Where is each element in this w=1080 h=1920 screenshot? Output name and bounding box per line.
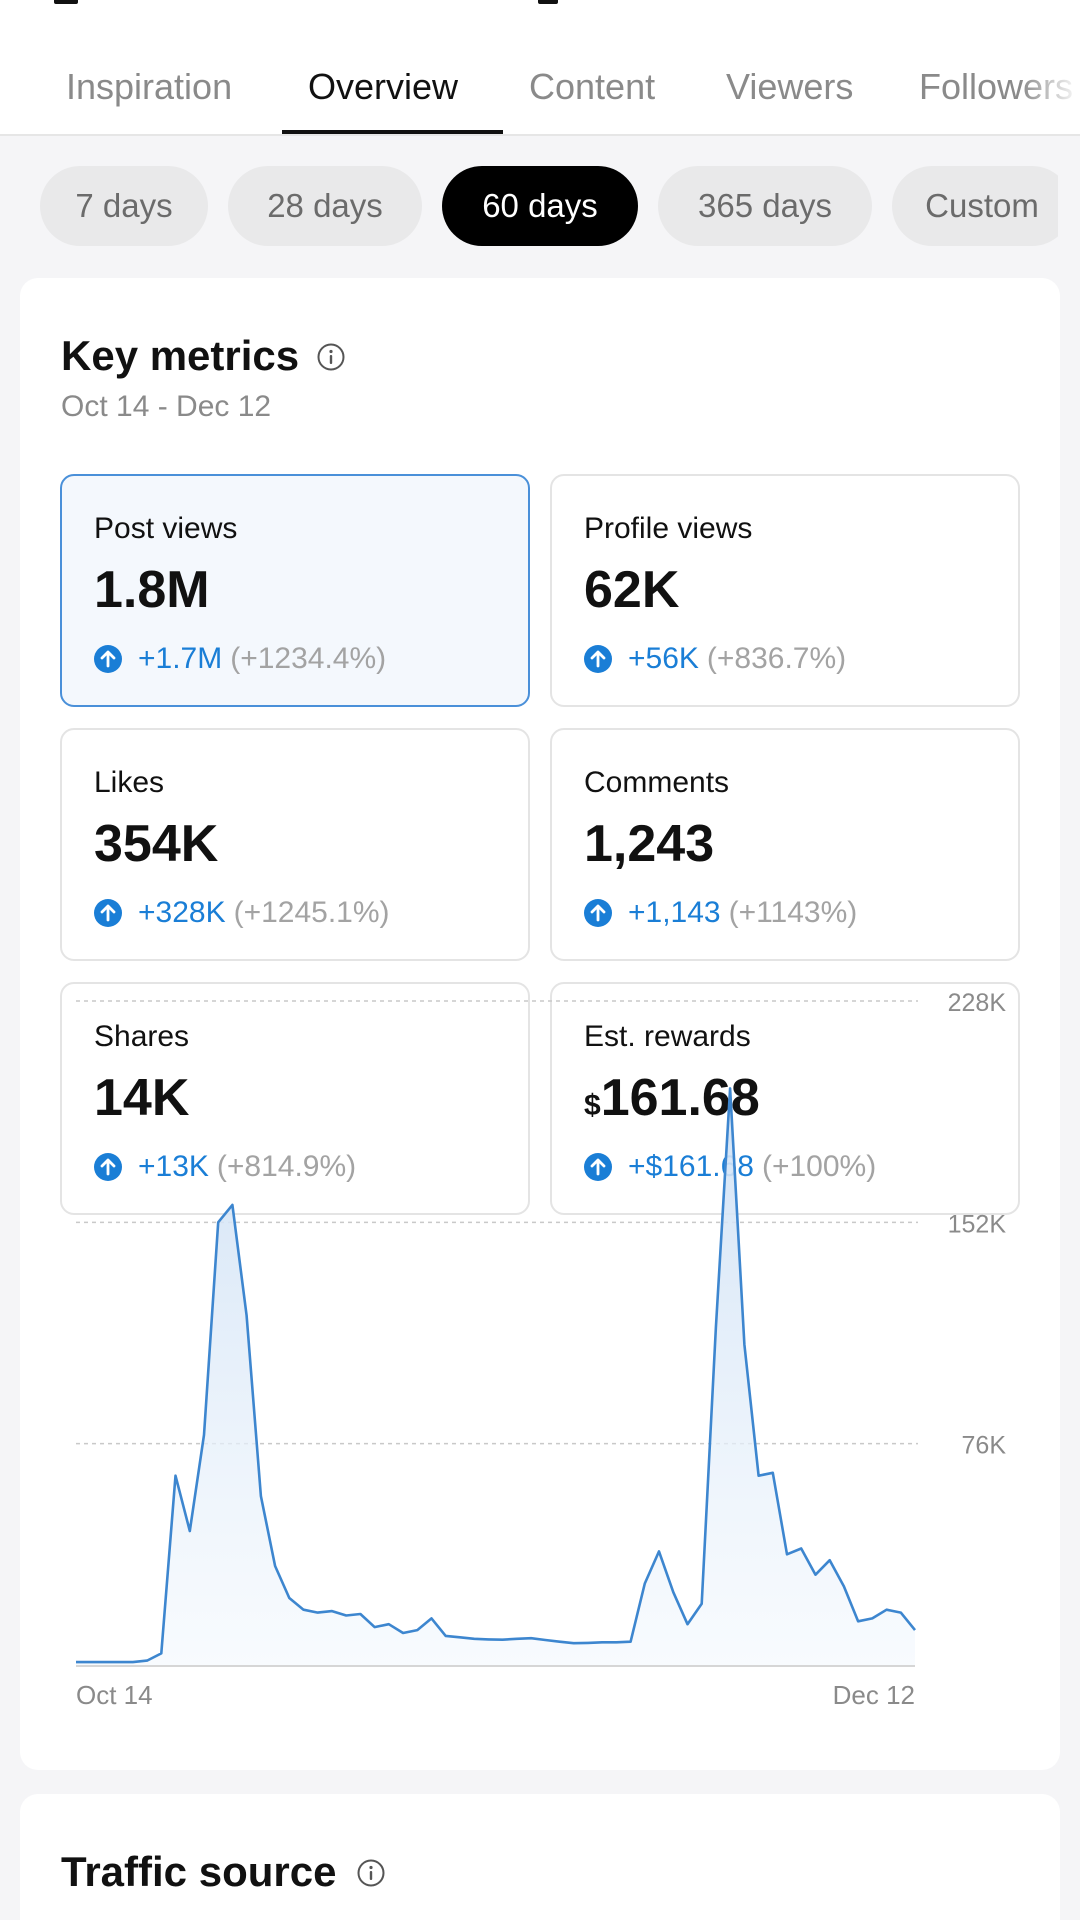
traffic-source-card: Traffic source (20, 1794, 1060, 1920)
metric-delta: +328K (138, 896, 226, 929)
metric-comments[interactable]: Comments 1,243 +1,143 (+1143%) (550, 728, 1020, 961)
arrow-up-icon (94, 1153, 122, 1181)
tab-inspiration[interactable]: Inspiration (66, 66, 233, 107)
metric-percent: (+100%) (761, 1150, 877, 1183)
arrow-up-icon (94, 645, 122, 673)
key-metrics-title: Key metrics (61, 332, 300, 379)
metric-likes[interactable]: Likes 354K +328K (+1245.1%) (60, 728, 530, 961)
metric-profile-views[interactable]: Profile views 62K +56K (+836.7%) (550, 474, 1020, 707)
chart-line (76, 1087, 917, 1664)
y-axis-tick-label: 76K (962, 1432, 1007, 1460)
arrow-up-icon (584, 1153, 612, 1181)
arrow-up-icon (584, 645, 612, 673)
metric-percent: (+836.7%) (706, 642, 847, 675)
metric-change: +1.7M (+1234.4%) (94, 642, 386, 676)
metric-label: Likes (94, 766, 165, 799)
x-axis-end-label: Dec 12 (833, 1680, 915, 1710)
status-area-cut (0, 0, 1080, 18)
active-tab-indicator (282, 130, 503, 134)
post-views-chart[interactable]: 76K 152K 228K Oct 14 Dec 12 (20, 278, 1060, 1770)
metric-change: +13K (+814.9%) (94, 1150, 356, 1184)
metric-value: 354K (94, 815, 219, 873)
metric-label: Profile views (584, 512, 753, 545)
metric-value: 1.8M (94, 561, 210, 619)
key-metrics-card: Key metrics Oct 14 - Dec 12 Post views 1… (20, 278, 1060, 1770)
arrow-up-icon (584, 899, 612, 927)
info-icon[interactable] (316, 342, 346, 372)
metric-value: 62K (584, 561, 680, 619)
metric-value: 14K (94, 1069, 190, 1127)
x-axis-start-label: Oct 14 (76, 1680, 153, 1710)
tab-overview[interactable]: Overview (308, 66, 459, 107)
metric-change: +1,143 (+1143%) (584, 896, 857, 930)
chart-area (76, 1088, 915, 1665)
metric-delta: +1.7M (138, 642, 223, 675)
metric-delta: +13K (138, 1150, 209, 1183)
metric-delta: +56K (628, 642, 699, 675)
traffic-source-title: Traffic source (61, 1848, 337, 1895)
info-icon[interactable] (356, 1858, 386, 1888)
metric-value: 1,243 (584, 815, 715, 873)
period-7-days[interactable]: 7 days (40, 166, 208, 246)
metric-percent: (+1245.1%) (233, 896, 390, 929)
y-axis-tick-label: 152K (948, 1210, 1007, 1238)
metric-percent: (+814.9%) (216, 1150, 357, 1183)
metric-post-views[interactable]: Post views 1.8M +1.7M (+1234.4%) (60, 474, 530, 707)
date-range: Oct 14 - Dec 12 (61, 390, 272, 423)
tab-viewers[interactable]: Viewers (726, 66, 854, 107)
tab-content[interactable]: Content (529, 66, 656, 107)
period-60-days[interactable]: 60 days (442, 166, 638, 246)
metric-change: +56K (+836.7%) (584, 642, 846, 676)
metric-delta: +1,143 (628, 896, 721, 929)
metric-label: Shares (94, 1020, 190, 1053)
metric-label: Comments (584, 766, 730, 799)
period-selector: 7 days 28 days 60 days 365 days Custom (0, 166, 1080, 248)
period-custom[interactable]: Custom (892, 166, 1072, 246)
metric-shares[interactable]: Shares 14K +13K (+814.9%) (60, 982, 530, 1215)
metric-label: Est. rewards (584, 1020, 751, 1053)
metric-percent: (+1234.4%) (230, 642, 387, 675)
y-axis-tick-label: 228K (948, 989, 1007, 1017)
metric-change: +328K (+1245.1%) (94, 896, 390, 930)
tabs-scroll-fade (1020, 50, 1080, 120)
metric-label: Post views (94, 512, 238, 545)
tab-bar: Inspiration Overview Content Viewers Fol… (0, 0, 1080, 136)
period-365-days[interactable]: 365 days (658, 166, 872, 246)
metric-percent: (+1143%) (728, 896, 858, 929)
arrow-up-icon (94, 899, 122, 927)
metric-value: $161.68 (584, 1069, 760, 1127)
period-28-days[interactable]: 28 days (228, 166, 422, 246)
